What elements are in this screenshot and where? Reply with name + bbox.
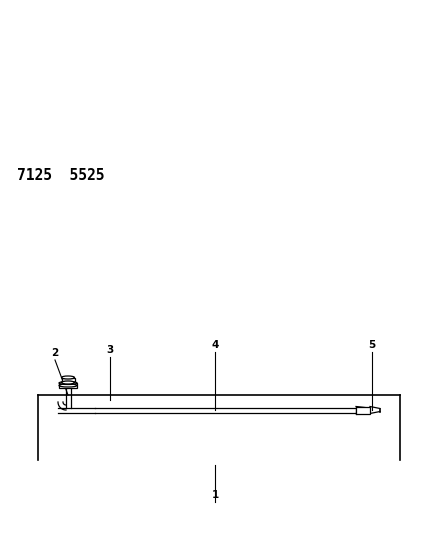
Ellipse shape — [61, 381, 75, 384]
Text: 2: 2 — [51, 348, 59, 358]
Bar — [356, 407, 370, 414]
FancyBboxPatch shape — [59, 383, 77, 388]
Ellipse shape — [59, 382, 77, 384]
Text: 4: 4 — [211, 340, 219, 350]
Text: 7125  5525: 7125 5525 — [17, 167, 105, 182]
Ellipse shape — [61, 376, 75, 379]
Ellipse shape — [59, 384, 77, 387]
Text: 5: 5 — [369, 340, 376, 350]
FancyBboxPatch shape — [61, 377, 75, 383]
Text: 1: 1 — [211, 490, 219, 500]
Text: 3: 3 — [106, 345, 114, 355]
